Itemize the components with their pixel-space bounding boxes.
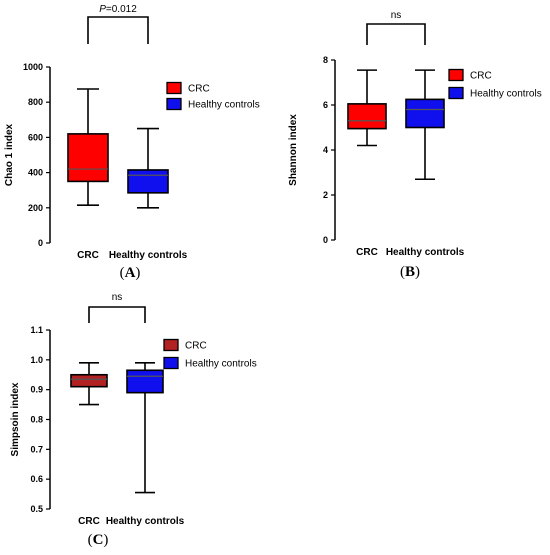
y-tick-label: 4 [323, 145, 328, 155]
y-tick-label: 0 [323, 235, 328, 245]
y-tick-label: 6 [323, 100, 328, 110]
significance-bracket [87, 16, 149, 44]
legend-swatch [163, 338, 179, 352]
legend-label: CRC [470, 71, 492, 82]
box-crc [347, 103, 387, 130]
significance-label: ns [391, 10, 402, 21]
y-axis-title: Chao 1 index [4, 123, 15, 186]
y-axis-title: Shannon index [288, 114, 299, 186]
panel-letter: (B) [400, 264, 420, 280]
y-tick-label: 0.8 [30, 415, 43, 425]
box-plot-panel-3: 0.5 0.6 0.7 0.8 0.9 1.0 1.1 Simpsoin index CRC He… [10, 292, 257, 548]
box-plot-panel-2: 0 2 4 6 8 Shannon index CRC Healthy controls ns C… [288, 10, 542, 280]
box-healthy-controls [126, 369, 164, 394]
y-tick-label: 0.7 [30, 444, 43, 454]
significance-label: P=0.012 [99, 4, 137, 15]
y-tick-label: 600 [28, 132, 43, 142]
y-tick-label: 1.0 [30, 355, 43, 365]
y-tick-label: 8 [323, 55, 328, 65]
y-tick-label: 200 [28, 203, 43, 213]
y-tick-label: 0.5 [30, 504, 43, 514]
y-tick-label: 400 [28, 168, 43, 178]
legend-label: Healthy controls [188, 100, 260, 111]
y-tick-label: 0 [38, 238, 43, 248]
y-tick-label: 2 [323, 190, 328, 200]
significance-bracket [88, 306, 146, 323]
legend-label: CRC [188, 84, 210, 95]
x-category-label: CRC [77, 250, 99, 261]
box-healthy-controls [127, 169, 169, 194]
y-tick-label: 1000 [23, 62, 43, 72]
box-plot-panel-1: 0 200 400 600 800 1000 Chao 1 index CRC Healthy … [4, 4, 260, 281]
legend-swatch [166, 81, 182, 95]
x-category-label: Healthy controls [386, 247, 465, 258]
significance-label: ns [112, 292, 123, 303]
x-category-label: CRC [78, 516, 100, 527]
legend-swatch [448, 86, 464, 100]
legend-swatch [448, 68, 464, 82]
legend-swatch [166, 97, 182, 111]
legend-label: CRC [185, 341, 207, 352]
box-crc [70, 373, 108, 388]
significance-bracket [366, 23, 426, 45]
y-tick-label: 1.1 [30, 325, 43, 335]
y-tick-label: 0.6 [30, 474, 43, 484]
legend-label: Healthy controls [185, 359, 257, 370]
box-healthy-controls [405, 98, 445, 129]
y-tick-label: 800 [28, 97, 43, 107]
panel-letter: (C) [88, 532, 109, 548]
box-crc [67, 133, 109, 183]
x-category-label: Healthy controls [106, 516, 185, 527]
x-category-label: CRC [356, 247, 378, 258]
x-category-label: Healthy controls [109, 250, 188, 261]
y-axis-title: Simpsoin index [10, 382, 21, 456]
legend-swatch [163, 356, 179, 370]
y-tick-label: 0.9 [30, 385, 43, 395]
panel-letter: (A) [120, 265, 141, 281]
legend-label: Healthy controls [470, 89, 542, 100]
